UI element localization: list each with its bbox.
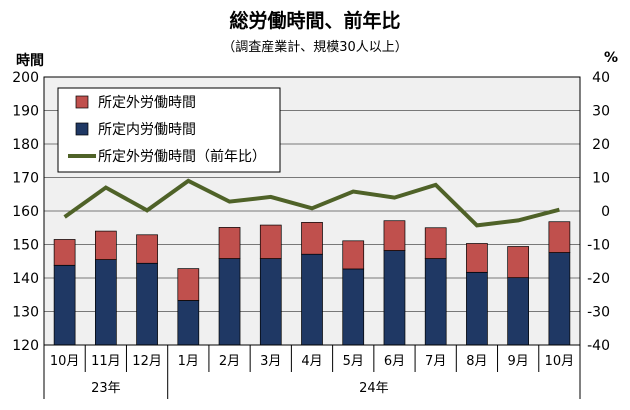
bar-overtime-hours — [301, 222, 323, 255]
x-tick-label: 8月 — [466, 354, 487, 369]
bar-overtime-hours — [342, 240, 365, 270]
bar-scheduled-hours — [342, 268, 365, 346]
line-overtime-yoy — [63, 178, 560, 228]
right-y-tick-label: 10 — [592, 171, 610, 187]
x-tick-label: 3月 — [260, 354, 281, 369]
bar-overtime-hours — [507, 246, 530, 279]
left-y-tick-label: 190 — [12, 104, 39, 120]
left-y-tick-label: 130 — [12, 305, 39, 321]
left-y-tick-label: 160 — [12, 204, 39, 220]
bar-scheduled-hours — [507, 277, 530, 346]
bar-overtime-hours — [218, 227, 241, 259]
right-y-tick-label: -10 — [587, 238, 610, 254]
x-tick-label: 10月 — [50, 354, 80, 369]
left-y-tick-label: 170 — [12, 171, 39, 187]
bar-overtime-hours — [424, 227, 447, 259]
legend-swatch — [75, 122, 89, 136]
x-tick-label: 1月 — [178, 354, 199, 369]
x-tick-label: 2月 — [219, 354, 240, 369]
bar-scheduled-hours — [94, 259, 117, 346]
right-y-tick-label: 20 — [592, 137, 610, 153]
x-tick-label: 4月 — [301, 354, 322, 369]
year-label: 23年 — [91, 381, 121, 396]
chart-subtitle: （調査産業計、規模30人以上） — [222, 40, 408, 55]
x-tick-label: 9月 — [508, 354, 529, 369]
left-y-tick-label: 120 — [12, 338, 39, 354]
left-y-tick-label: 200 — [12, 70, 39, 86]
x-tick-label: 5月 — [343, 354, 364, 369]
left-y-tick-label: 180 — [12, 137, 39, 153]
left-axis-unit-label: 時間 — [16, 53, 44, 69]
bar-scheduled-hours — [259, 258, 282, 346]
bar-scheduled-hours — [548, 252, 571, 346]
left-y-tick-label: 150 — [12, 238, 39, 254]
bar-overtime-hours — [259, 224, 282, 259]
bar-overtime-hours — [53, 239, 76, 266]
right-y-tick-label: -20 — [587, 271, 610, 287]
bar-scheduled-hours — [424, 258, 447, 346]
bar-scheduled-hours — [136, 262, 158, 346]
bar-scheduled-hours — [218, 258, 241, 346]
right-y-tick-label: 30 — [592, 104, 610, 120]
right-y-tick-label: 40 — [592, 70, 610, 86]
x-tick-label: 12月 — [132, 354, 162, 369]
legend-label: 所定外労働時間（前年比） — [98, 148, 266, 165]
x-tick-label: 7月 — [425, 354, 446, 369]
legend-swatch — [75, 95, 89, 109]
x-tick-label: 6月 — [384, 354, 405, 369]
right-axis-unit-label: % — [604, 50, 619, 66]
bar-scheduled-hours — [301, 253, 323, 346]
year-label: 24年 — [359, 381, 389, 396]
bar-scheduled-hours — [53, 264, 76, 346]
right-y-tick-label: -30 — [587, 305, 610, 321]
bar-overtime-hours — [177, 268, 200, 301]
bar-scheduled-hours — [466, 271, 488, 346]
bar-overtime-hours — [136, 234, 158, 264]
bar-overtime-hours — [466, 243, 488, 273]
plot-border — [43, 76, 581, 346]
bar-scheduled-hours — [383, 250, 406, 346]
left-y-tick-label: 140 — [12, 271, 39, 287]
chart-title: 総労働時間、前年比 — [229, 10, 401, 32]
x-tick-label: 10月 — [545, 354, 575, 369]
right-y-tick-label: -40 — [587, 338, 610, 354]
bar-overtime-hours — [383, 220, 406, 251]
bar-scheduled-hours — [177, 300, 200, 346]
bar-overtime-hours — [94, 230, 117, 260]
right-y-tick-label: 0 — [601, 204, 610, 220]
legend-label: 所定内労働時間 — [98, 122, 196, 138]
legend-label: 所定外労働時間 — [98, 95, 196, 111]
x-tick-label: 11月 — [91, 354, 121, 369]
bar-overtime-hours — [548, 221, 571, 253]
